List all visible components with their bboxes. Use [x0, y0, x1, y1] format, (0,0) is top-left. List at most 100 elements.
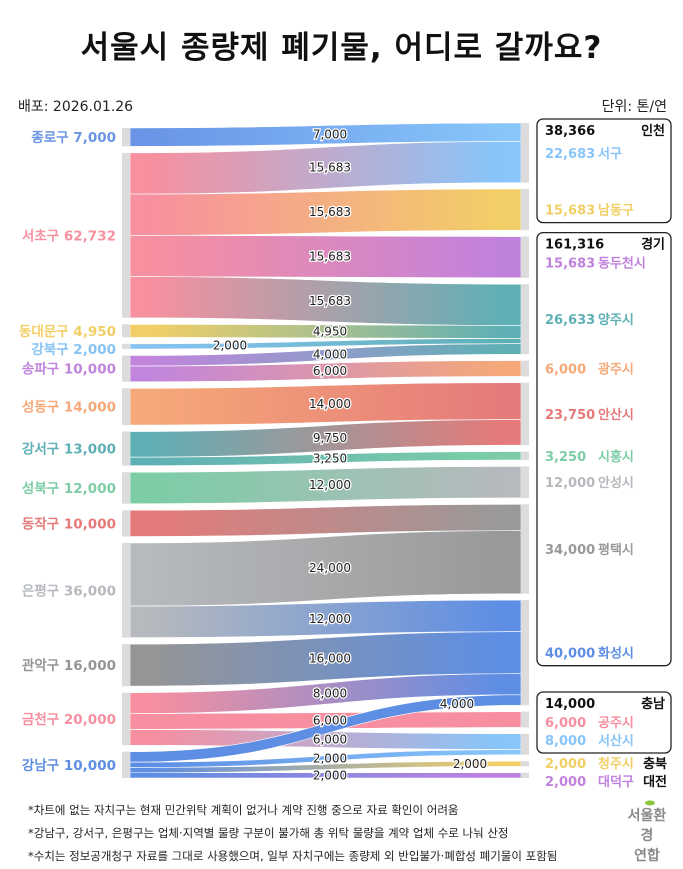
target-value: 2,000	[545, 775, 586, 790]
target-name: 평택시	[598, 542, 634, 558]
link-value-label: 2,000	[213, 339, 247, 353]
target-value: 40,000	[545, 647, 595, 662]
target-node	[521, 504, 529, 594]
region-name: 충북	[643, 756, 667, 772]
target-value: 8,000	[545, 734, 586, 749]
link-value-label: 14,000	[309, 397, 351, 411]
release-date: 배포: 2026.01.26	[18, 99, 134, 115]
region-total: 14,000	[545, 697, 595, 712]
source-label: 관악구 16,000	[22, 657, 116, 674]
target-name: 서구	[598, 147, 622, 162]
link-value-label: 3,250	[313, 452, 347, 466]
region-name: 충남	[641, 696, 665, 712]
target-name: 대덕구	[598, 774, 634, 790]
link-value-label: 7,000	[313, 128, 347, 142]
unit-label: 단위: 톤/연	[601, 99, 667, 115]
source-label: 동대문구 4,950	[19, 324, 116, 340]
sankey-link	[129, 530, 522, 607]
link-value-label: 6,000	[313, 364, 347, 378]
target-value: 12,000	[545, 476, 595, 491]
link-value-label: 2,000	[453, 757, 487, 771]
source-node	[122, 472, 130, 504]
target-node	[521, 189, 529, 231]
link-value-label: 2,000	[313, 768, 347, 782]
link-value-label: 4,950	[313, 324, 347, 338]
target-name: 안성시	[598, 475, 634, 491]
link-value-label: 12,000	[309, 478, 351, 492]
source-node	[122, 510, 130, 537]
target-node	[521, 284, 529, 355]
source-node	[122, 751, 130, 778]
logo: 서울환경 연합	[622, 800, 672, 866]
target-node	[521, 123, 529, 183]
link-value-label: 8,000	[313, 686, 347, 700]
region-box	[536, 691, 672, 754]
links	[129, 122, 522, 779]
target-node	[521, 360, 529, 377]
target-name: 동두천시	[598, 257, 646, 272]
target-value: 22,683	[545, 147, 595, 162]
logo-line-1: 서울환경	[627, 808, 667, 844]
target-value: 15,683	[545, 257, 595, 272]
source-node	[122, 324, 130, 338]
source-node	[122, 388, 130, 426]
source-label: 강북구 2,000	[31, 341, 116, 358]
source-node	[122, 355, 130, 382]
source-label: 송파구 10,000	[22, 362, 116, 378]
region-box	[536, 118, 672, 224]
link-value-label: 24,000	[309, 561, 351, 575]
region-total: 38,366	[545, 124, 595, 139]
target-node	[521, 466, 529, 498]
source-node	[122, 644, 130, 687]
target-value: 2,000	[545, 757, 586, 772]
target-value: 6,000	[545, 716, 586, 731]
target-name: 청주시	[598, 756, 634, 772]
link-value-label: 2,000	[313, 751, 347, 765]
source-label: 금천구 20,000	[22, 712, 116, 728]
source-node	[122, 128, 130, 147]
target-node	[521, 711, 529, 728]
link-value-label: 15,683	[309, 205, 351, 219]
target-node	[521, 772, 529, 778]
source-node	[122, 343, 130, 350]
link-value-label: 9,750	[313, 431, 347, 445]
footnote-2: *강남구, 강서구, 은평구는 업체·지역별 물량 구분이 불가해 총 위탁 물…	[28, 826, 509, 840]
target-value: 26,633	[545, 313, 595, 328]
link-value-label: 4,000	[313, 348, 347, 362]
target-name: 시흥시	[598, 449, 634, 465]
target-node	[521, 236, 529, 278]
target-name: 남동구	[598, 203, 634, 219]
source-node	[122, 152, 130, 318]
link-value-label: 6,000	[313, 714, 347, 728]
target-node	[521, 451, 529, 461]
link-value-label: 12,000	[309, 612, 351, 626]
source-label: 종로구 7,000	[31, 130, 116, 146]
link-value-label: 16,000	[309, 652, 351, 666]
logo-line-2: 연합	[634, 848, 660, 864]
sankey-chart: 7,000 15,683 15,683 15,683 15,683 4,950 2,000 4…	[19, 118, 672, 790]
target-value: 3,250	[545, 450, 586, 465]
source-node	[122, 431, 130, 466]
target-name: 양주시	[598, 313, 634, 328]
leaf-icon	[645, 800, 655, 806]
link-value-label: 15,683	[309, 161, 351, 175]
region-total: 161,316	[545, 238, 604, 253]
source-label: 강서구 13,000	[22, 441, 116, 458]
region-box	[536, 231, 672, 667]
region-name: 대전	[643, 774, 667, 790]
link-value-label: 6,000	[313, 733, 347, 747]
link-value-label: 15,683	[309, 294, 351, 308]
source-label: 동작구 10,000	[22, 515, 116, 532]
target-value: 23,750	[545, 408, 595, 423]
footnote-3: *수치는 정보공개청구 자료를 그대로 사용했으며, 일부 자치구에는 종량제 …	[28, 849, 558, 863]
target-name: 안산시	[598, 407, 634, 423]
sankey-link	[129, 419, 522, 458]
target-node	[521, 382, 529, 446]
target-node	[521, 600, 529, 706]
target-name: 광주시	[598, 362, 634, 377]
sankey-link	[129, 466, 522, 505]
source-node	[122, 542, 130, 638]
footnote-1: *차트에 없는 자치구는 현재 민간위탁 계획이 없거나 계약 진행 중으로 자…	[28, 803, 459, 817]
target-value: 6,000	[545, 362, 586, 377]
source-label: 강남구 10,000	[22, 757, 116, 774]
